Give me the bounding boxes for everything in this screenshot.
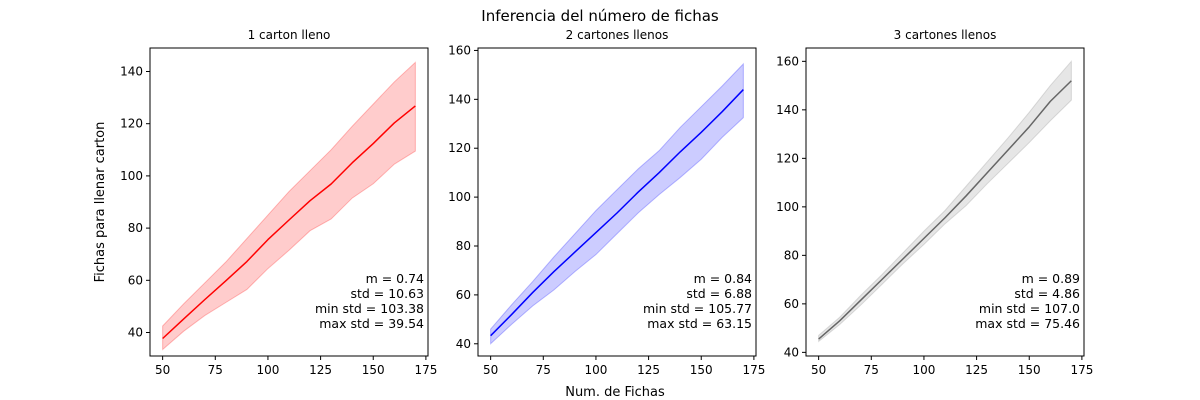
confidence-band — [818, 60, 1072, 343]
stats-annotation-line: min std = 107.0 — [979, 301, 1080, 316]
y-tick-label: 120 — [120, 117, 143, 131]
x-tick-label: 125 — [965, 363, 988, 377]
subplot-3: 50 75 100 125 150 175 40 60 80 100 120 140 160 3 cart… — [776, 28, 1093, 377]
y-tick-label: 80 — [128, 221, 143, 235]
stats-annotation-line: std = 4.86 — [1014, 286, 1080, 301]
y-axis-label: Fichas para llenar carton — [93, 122, 108, 283]
y-tick-label: 40 — [128, 326, 143, 340]
y-tick-label: 120 — [448, 141, 471, 155]
stats-annotation-line: std = 6.88 — [686, 286, 752, 301]
x-tick-label: 175 — [414, 363, 437, 377]
x-tick-label: 75 — [864, 363, 879, 377]
x-tick-label: 50 — [483, 363, 498, 377]
x-tick-label: 100 — [256, 363, 279, 377]
mean-line — [162, 105, 416, 340]
x-tick-label: 50 — [155, 363, 170, 377]
mean-line — [818, 80, 1072, 340]
y-tick-label: 100 — [448, 190, 471, 204]
y-tick-label: 60 — [784, 297, 799, 311]
y-tick-label: 160 — [776, 54, 799, 68]
subplot-title: 1 carton lleno — [248, 28, 331, 42]
stats-annotation-line: min std = 103.38 — [315, 301, 424, 316]
subplot-panels: 50 75 100 125 150 175 40 60 80 100 120 140 1 carton … — [120, 28, 1093, 377]
y-tick-label: 140 — [120, 64, 143, 78]
y-tick-label: 60 — [128, 273, 143, 287]
y-tick-label: 60 — [456, 288, 471, 302]
stats-annotation-line: min std = 105.77 — [643, 301, 752, 316]
subplot-title: 3 cartones llenos — [894, 28, 997, 42]
y-tick-label: 140 — [448, 92, 471, 106]
subplot-2: 50 75 100 125 150 175 40 60 80 100 120 140 160 2 cart… — [448, 28, 765, 377]
x-tick-label: 125 — [309, 363, 332, 377]
y-tick-label: 40 — [784, 345, 799, 359]
y-tick-label: 80 — [456, 239, 471, 253]
y-tick-label: 160 — [448, 43, 471, 57]
x-tick-label: 175 — [1070, 363, 1093, 377]
x-tick-label: 100 — [912, 363, 935, 377]
figure-suptitle: Inferencia del número de fichas — [481, 7, 719, 25]
x-tick-label: 75 — [536, 363, 551, 377]
x-tick-label: 150 — [1018, 363, 1041, 377]
x-tick-label: 150 — [690, 363, 713, 377]
y-tick-label: 80 — [784, 248, 799, 262]
y-tick-label: 100 — [120, 169, 143, 183]
stats-annotation-line: m = 0.84 — [694, 271, 752, 286]
stats-annotation-line: max std = 63.15 — [647, 316, 752, 331]
axes-frame — [477, 47, 757, 357]
y-tick-label: 120 — [776, 151, 799, 165]
stats-annotation-line: m = 0.74 — [366, 271, 424, 286]
y-tick-label: 40 — [456, 337, 471, 351]
x-tick-label: 150 — [362, 363, 385, 377]
axes-frame — [149, 47, 429, 357]
x-tick-label: 175 — [742, 363, 765, 377]
stats-annotation-line: max std = 39.54 — [319, 316, 424, 331]
axes-frame — [805, 47, 1085, 357]
x-tick-label: 100 — [584, 363, 607, 377]
x-axis-label: Num. de Fichas — [565, 385, 665, 400]
confidence-band — [490, 62, 744, 345]
x-tick-label: 125 — [637, 363, 660, 377]
stats-annotation-line: m = 0.89 — [1022, 271, 1080, 286]
y-tick-label: 100 — [776, 200, 799, 214]
confidence-band — [162, 61, 416, 351]
stats-annotation-line: max std = 75.46 — [975, 316, 1080, 331]
x-tick-label: 75 — [208, 363, 223, 377]
y-tick-label: 140 — [776, 103, 799, 117]
mean-line — [490, 89, 744, 337]
stats-annotation-line: std = 10.63 — [350, 286, 424, 301]
subplot-1: 50 75 100 125 150 175 40 60 80 100 120 140 1 carton … — [120, 28, 437, 377]
x-tick-label: 50 — [811, 363, 826, 377]
subplot-title: 2 cartones llenos — [566, 28, 669, 42]
